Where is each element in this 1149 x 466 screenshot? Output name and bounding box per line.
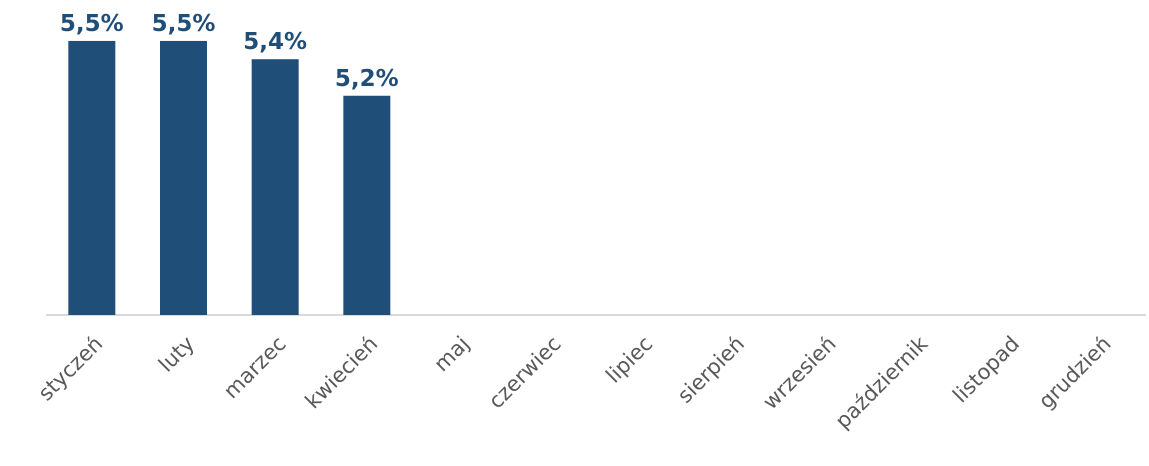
value-label: 5,5% (60, 11, 124, 37)
value-label: 5,5% (152, 11, 216, 37)
x-tick-label: maj (429, 332, 474, 377)
x-tick-label: grudzień (1034, 332, 1116, 414)
bar (160, 40, 207, 316)
x-tick-label: październik (831, 331, 933, 433)
x-tick-label: czerwiec (484, 332, 566, 414)
bar (68, 40, 116, 316)
x-tick-label: marzec (219, 332, 291, 404)
x-tick-label: sierpień (673, 332, 749, 408)
x-tick-label: wrzesień (758, 332, 841, 415)
bar (251, 59, 299, 316)
x-tick-label: luty (154, 332, 199, 377)
value-label: 5,2% (335, 66, 399, 92)
x-tick-label: listopad (948, 332, 1024, 408)
bar (343, 95, 391, 316)
value-label: 5,4% (243, 29, 307, 55)
x-tick-label: kwiecień (301, 332, 383, 414)
x-tick-label: lipiec (601, 332, 657, 388)
x-tick-label: styczeń (34, 332, 108, 406)
